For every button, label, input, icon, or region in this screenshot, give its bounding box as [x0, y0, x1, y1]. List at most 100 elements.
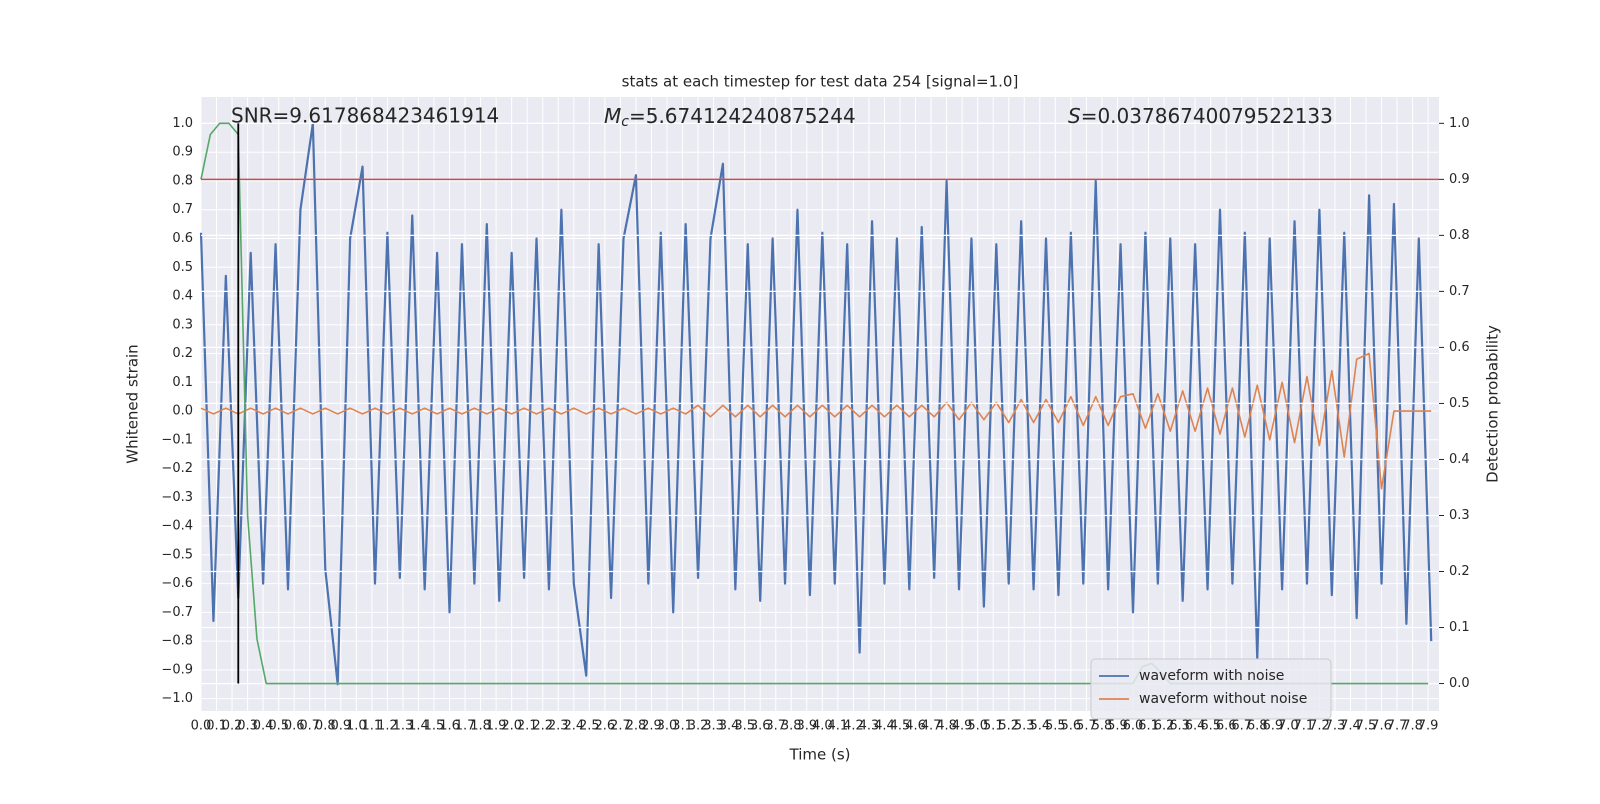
- x-tick-label: 1.7: [455, 719, 476, 734]
- x-tick-label: 7.0: [1278, 719, 1299, 734]
- x-tick-label: 7.8: [1402, 719, 1423, 734]
- y2-tick-label: 1.0: [1449, 116, 1470, 131]
- y-axis-label: Whitened strain: [124, 344, 142, 463]
- x-tick-label: 4.1: [828, 719, 849, 734]
- x-tick-label: 2.7: [610, 719, 631, 734]
- x-tick-label: 5.8: [1092, 719, 1113, 734]
- y-tick-label: 0.7: [172, 202, 193, 217]
- y2-axis-label: Detection probability: [1484, 325, 1502, 483]
- y-tick-label: 0.8: [172, 173, 193, 188]
- y-tick-label: −0.3: [161, 490, 193, 505]
- x-tick-label: 5.3: [1014, 719, 1035, 734]
- x-tick-label: 2.8: [626, 719, 647, 734]
- y-tick-label: 0.6: [172, 231, 193, 246]
- x-tick-label: 6.4: [1185, 719, 1206, 734]
- y2-tick-label: 0.1: [1449, 620, 1470, 635]
- x-tick-label: 0.7: [299, 719, 320, 734]
- y-tick-label: 0.1: [172, 375, 193, 390]
- x-tick-label: 6.8: [1247, 719, 1268, 734]
- x-axis-label: Time (s): [789, 746, 851, 764]
- annotation: Mc=5.674124240875244: [604, 104, 856, 131]
- x-tick-label: 6.9: [1262, 719, 1283, 734]
- chart-title: stats at each timestep for test data 254…: [622, 73, 1019, 91]
- x-tick-label: 7.7: [1387, 719, 1408, 734]
- x-tick-label: 2.6: [595, 719, 616, 734]
- y-tick-label: 0.0: [172, 404, 193, 419]
- x-tick-label: 1.8: [470, 719, 491, 734]
- x-tick-label: 6.7: [1231, 719, 1252, 734]
- x-tick-label: 5.5: [1045, 719, 1066, 734]
- y-tick-label: −0.2: [161, 461, 193, 476]
- x-tick-label: 5.6: [1061, 719, 1082, 734]
- x-tick-label: 6.1: [1138, 719, 1159, 734]
- x-tick-label: 0.1: [206, 719, 227, 734]
- y2-tick-label: 0.3: [1449, 508, 1470, 523]
- x-tick-label: 6.5: [1200, 719, 1221, 734]
- x-tick-label: 1.1: [362, 719, 383, 734]
- y2-tick-label: 0.0: [1449, 676, 1470, 691]
- x-tick-label: 4.5: [890, 719, 911, 734]
- x-tick-label: 3.1: [672, 719, 693, 734]
- y-tick-label: 0.4: [172, 289, 193, 304]
- x-tick-label: 0.3: [237, 719, 258, 734]
- y-tick-label: −0.5: [161, 547, 193, 562]
- y-tick-label: −0.8: [161, 634, 193, 649]
- x-tick-label: 1.6: [439, 719, 460, 734]
- x-tick-label: 6.3: [1169, 719, 1190, 734]
- x-tick-label: 4.0: [812, 719, 833, 734]
- x-tick-label: 4.9: [952, 719, 973, 734]
- annotation-symbol: M: [604, 104, 621, 128]
- y2-tick-label: 0.8: [1449, 228, 1470, 243]
- plot: [199, 122, 1439, 686]
- x-tick-label: 7.2: [1309, 719, 1330, 734]
- x-tick-label: 1.9: [486, 719, 507, 734]
- x-tick-label: 4.3: [859, 719, 880, 734]
- y-tick-label: 0.5: [172, 260, 193, 275]
- x-tick-label: 2.9: [641, 719, 662, 734]
- legend-label: waveform with noise: [1139, 668, 1284, 684]
- x-tick-label: 4.2: [843, 719, 864, 734]
- x-tick-label: 3.7: [765, 719, 786, 734]
- y-tick-label: −0.9: [161, 662, 193, 677]
- ticks: 0.00.10.20.30.40.50.60.70.80.91.01.11.21…: [161, 116, 1469, 734]
- x-tick-label: 2.0: [501, 719, 522, 734]
- x-tick-label: 7.5: [1356, 719, 1377, 734]
- x-tick-label: 3.8: [781, 719, 802, 734]
- x-tick-label: 5.0: [967, 719, 988, 734]
- y-tick-label: −0.6: [161, 576, 193, 591]
- x-tick-label: 0.6: [284, 719, 305, 734]
- x-tick-label: 0.5: [268, 719, 289, 734]
- x-tick-label: 1.0: [346, 719, 367, 734]
- x-tick-label: 1.2: [377, 719, 398, 734]
- y-tick-label: 0.9: [172, 145, 193, 160]
- legend-box: [1090, 658, 1332, 720]
- x-tick-label: 6.6: [1216, 719, 1237, 734]
- series-line: [200, 352, 1432, 490]
- x-tick-label: 3.5: [734, 719, 755, 734]
- x-tick-label: 4.7: [921, 719, 942, 734]
- x-tick-label: 5.2: [998, 719, 1019, 734]
- x-tick-label: 1.5: [424, 719, 445, 734]
- y-tick-label: 1.0: [172, 116, 193, 131]
- x-tick-label: 3.6: [750, 719, 771, 734]
- x-tick-label: 1.3: [393, 719, 414, 734]
- x-tick-label: 5.4: [1029, 719, 1050, 734]
- y-tick-label: 0.2: [172, 346, 193, 361]
- x-tick-label: 3.9: [796, 719, 817, 734]
- x-tick-label: 7.9: [1418, 719, 1439, 734]
- y-tick-label: −1.0: [161, 691, 193, 706]
- x-tick-label: 5.7: [1076, 719, 1097, 734]
- x-tick-label: 6.2: [1154, 719, 1175, 734]
- x-tick-label: 0.8: [315, 719, 336, 734]
- x-tick-label: 3.4: [719, 719, 740, 734]
- y2-tick-label: 0.4: [1449, 452, 1470, 467]
- x-tick-label: 0.0: [191, 719, 212, 734]
- annotation-value: =0.03786740079522133: [1081, 104, 1333, 128]
- y2-tick-label: 0.2: [1449, 564, 1470, 579]
- x-tick-label: 2.1: [517, 719, 538, 734]
- x-tick-label: 5.9: [1107, 719, 1128, 734]
- x-tick-label: 0.9: [330, 719, 351, 734]
- x-tick-label: 0.2: [222, 719, 243, 734]
- series-line: [199, 122, 1433, 686]
